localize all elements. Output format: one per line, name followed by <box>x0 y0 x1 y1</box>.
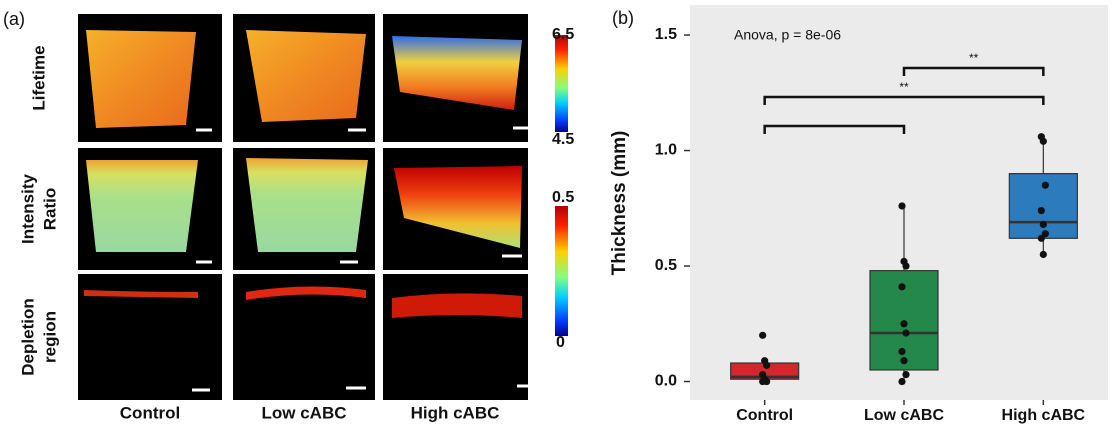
data-point <box>1037 206 1045 215</box>
tissue <box>394 166 522 248</box>
row-label: Intensity <box>18 174 37 244</box>
tissue <box>392 36 522 110</box>
data-point <box>898 347 906 356</box>
annotation: Anova, p = 8e-06 <box>734 27 841 43</box>
colorbar-max: 0.5 <box>552 189 574 206</box>
data-point <box>898 377 906 386</box>
row-label: region <box>40 311 59 363</box>
column-label: High cABC <box>411 403 500 422</box>
colorbar <box>555 35 568 132</box>
significance-label: ** <box>969 51 979 65</box>
tissue <box>86 30 196 128</box>
significance-bracket <box>763 124 906 134</box>
x-tick-label: High cABC <box>1002 407 1086 424</box>
x-tick-label: Control <box>736 407 793 424</box>
tissue <box>246 30 366 122</box>
scale-bars <box>192 126 537 392</box>
row-label: Depletion <box>18 298 37 375</box>
column-label: Low cABC <box>262 403 347 422</box>
y-axis-title: Thickness (mm) <box>609 131 630 276</box>
panel-label: (a) <box>3 9 25 29</box>
panel-label: (b) <box>612 8 634 28</box>
data-point <box>1039 137 1047 145</box>
y-tick-label: 0.5 <box>655 257 677 274</box>
data-point <box>902 262 910 270</box>
colorbar-min: 4.5 <box>552 131 574 148</box>
y-tick-label: 0.0 <box>655 373 677 390</box>
data-point <box>1041 181 1049 189</box>
row-label: Ratio <box>40 188 59 231</box>
tissue <box>246 158 368 252</box>
colorbar-max: 6.5 <box>552 26 574 43</box>
data-point <box>759 377 767 386</box>
significance-bracket <box>902 66 1045 76</box>
tissue <box>246 286 366 300</box>
significance-label: ** <box>899 80 909 94</box>
colorbar-min: 0 <box>556 334 565 351</box>
data-point <box>759 331 767 339</box>
tissue <box>392 293 522 318</box>
panel-a: (a) 6.5 4.5 0.5 0 <box>3 9 574 400</box>
data-point <box>1037 234 1045 242</box>
significance-bracket <box>763 95 1045 105</box>
x-tick-label: Low cABC <box>864 407 944 424</box>
y-tick-label: 1.5 <box>655 26 677 43</box>
tissue <box>86 160 198 252</box>
data-point <box>1039 220 1047 229</box>
data-point <box>898 283 906 291</box>
data-point <box>902 329 910 337</box>
image-bg <box>383 274 528 400</box>
colorbar <box>555 206 568 336</box>
data-point <box>763 361 771 369</box>
y-tick-label: 1.0 <box>655 142 677 159</box>
data-point <box>900 357 908 365</box>
tissue <box>84 290 198 298</box>
data-point <box>1039 250 1047 259</box>
column-label: Control <box>120 403 180 422</box>
data-point <box>900 320 908 328</box>
row-label: Lifetime <box>29 45 48 110</box>
data-point <box>902 370 910 379</box>
data-point <box>898 202 906 210</box>
